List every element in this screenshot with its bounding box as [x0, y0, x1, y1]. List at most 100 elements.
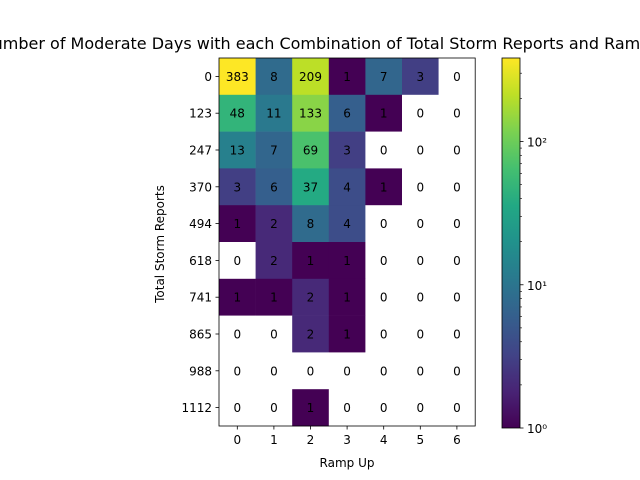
heatmap-cell [365, 315, 403, 353]
cell-value-label: 0 [416, 328, 424, 342]
heatmap-cell [402, 205, 439, 243]
heatmap-cell [402, 389, 439, 427]
cell-value-label: 0 [233, 328, 241, 342]
cell-value-label: 1 [380, 180, 388, 194]
cell-value-label: 0 [453, 254, 461, 268]
y-tick-label: 494 [189, 217, 212, 231]
cell-value-label: 0 [380, 401, 388, 415]
heatmap-cell [328, 315, 366, 353]
cell-value-label: 383 [226, 70, 249, 84]
heatmap-cell [365, 278, 403, 316]
y-tick-label: 741 [189, 291, 212, 305]
heatmap-cell [438, 205, 476, 243]
heatmap-cell [402, 352, 439, 390]
cell-value-label: 1 [233, 217, 241, 231]
heatmap-cell [365, 58, 403, 96]
cell-value-label: 4 [343, 180, 351, 194]
x-tick-label: 1 [270, 433, 278, 447]
heatmap-cell [438, 168, 476, 206]
cell-value-label: 0 [453, 364, 461, 378]
cell-value-label: 0 [270, 401, 278, 415]
colorbar-tick-label: 10² [527, 136, 547, 150]
cell-value-label: 0 [416, 254, 424, 268]
cell-value-label: 0 [380, 291, 388, 305]
cell-value-label: 1 [343, 328, 351, 342]
heatmap-cell [292, 315, 330, 353]
cell-value-label: 3 [416, 70, 424, 84]
y-axis-label: Total Storm Reports [153, 185, 167, 304]
heatmap-cell [328, 278, 366, 316]
heatmap-cell [255, 278, 293, 316]
x-tick-label: 2 [307, 433, 315, 447]
heatmap-cell [402, 315, 439, 353]
heatmap-cell [402, 58, 439, 96]
cell-value-label: 0 [416, 291, 424, 305]
heatmap-cell [219, 352, 256, 390]
colorbar-tick-label: 10⁰ [527, 422, 547, 436]
heatmap-cell [292, 352, 330, 390]
cell-value-label: 1 [270, 291, 278, 305]
heatmap-cell [292, 168, 330, 206]
cell-value-label: 8 [307, 217, 315, 231]
heatmap-cell [219, 168, 256, 206]
cell-value-label: 0 [233, 401, 241, 415]
cell-value-label: 3 [343, 144, 351, 158]
cell-value-label: 2 [270, 217, 278, 231]
heatmap-cell [328, 168, 366, 206]
cell-value-label: 0 [307, 364, 315, 378]
cell-value-label: 0 [380, 328, 388, 342]
heatmap-cell [438, 389, 476, 427]
cell-value-label: 0 [270, 328, 278, 342]
colorbar-ticks: 10⁰ 10¹ 10² [520, 72, 547, 436]
cell-value-label: 0 [453, 328, 461, 342]
y-tick-label: 988 [189, 364, 212, 378]
heatmap-cell [328, 205, 366, 243]
y-tick-label: 123 [189, 107, 212, 121]
heatmap-cell [328, 352, 366, 390]
heatmap-cell [255, 131, 293, 169]
cell-value-label: 2 [307, 328, 315, 342]
heatmap-cell [438, 131, 476, 169]
heatmap-cell [328, 131, 366, 169]
chart-title: Number of Moderate Days with each Combin… [0, 34, 640, 53]
y-tick-label: 0 [204, 70, 212, 84]
cell-value-label: 48 [230, 107, 245, 121]
cell-value-label: 0 [270, 364, 278, 378]
heatmap-cell [292, 389, 330, 427]
x-tick-label: 5 [416, 433, 424, 447]
heatmap-cell [219, 58, 256, 96]
cell-value-label: 0 [380, 364, 388, 378]
heatmap-cell [328, 389, 366, 427]
cell-value-label: 0 [453, 144, 461, 158]
cell-value-label: 6 [343, 107, 351, 121]
colorbar-gradient [502, 58, 520, 428]
heatmap-cell [438, 242, 476, 280]
heatmap-cell [292, 278, 330, 316]
heatmap-cell [219, 205, 256, 243]
y-tick-label: 370 [189, 180, 212, 194]
heatmap-cell [438, 352, 476, 390]
cell-value-label: 0 [416, 217, 424, 231]
cell-value-label: 0 [416, 180, 424, 194]
cell-value-label: 13 [230, 144, 245, 158]
cell-value-label: 1 [343, 254, 351, 268]
y-tick-label: 247 [189, 144, 212, 158]
heatmap-cell [219, 315, 256, 353]
cell-value-label: 0 [416, 401, 424, 415]
cell-value-label: 1 [343, 291, 351, 305]
x-tick-label: 3 [343, 433, 351, 447]
cell-value-label: 1 [233, 291, 241, 305]
cell-value-label: 1 [307, 401, 315, 415]
heatmap-cell [365, 94, 403, 132]
cell-value-label: 0 [380, 217, 388, 231]
heatmap-cell [438, 94, 476, 132]
cell-value-label: 0 [453, 180, 461, 194]
cell-value-label: 0 [453, 291, 461, 305]
cell-value-label: 6 [270, 180, 278, 194]
heatmap-cell [292, 242, 330, 280]
heatmap-cell [365, 131, 403, 169]
cell-value-label: 0 [380, 144, 388, 158]
cell-value-label: 11 [266, 107, 281, 121]
heatmap-cell [219, 94, 256, 132]
